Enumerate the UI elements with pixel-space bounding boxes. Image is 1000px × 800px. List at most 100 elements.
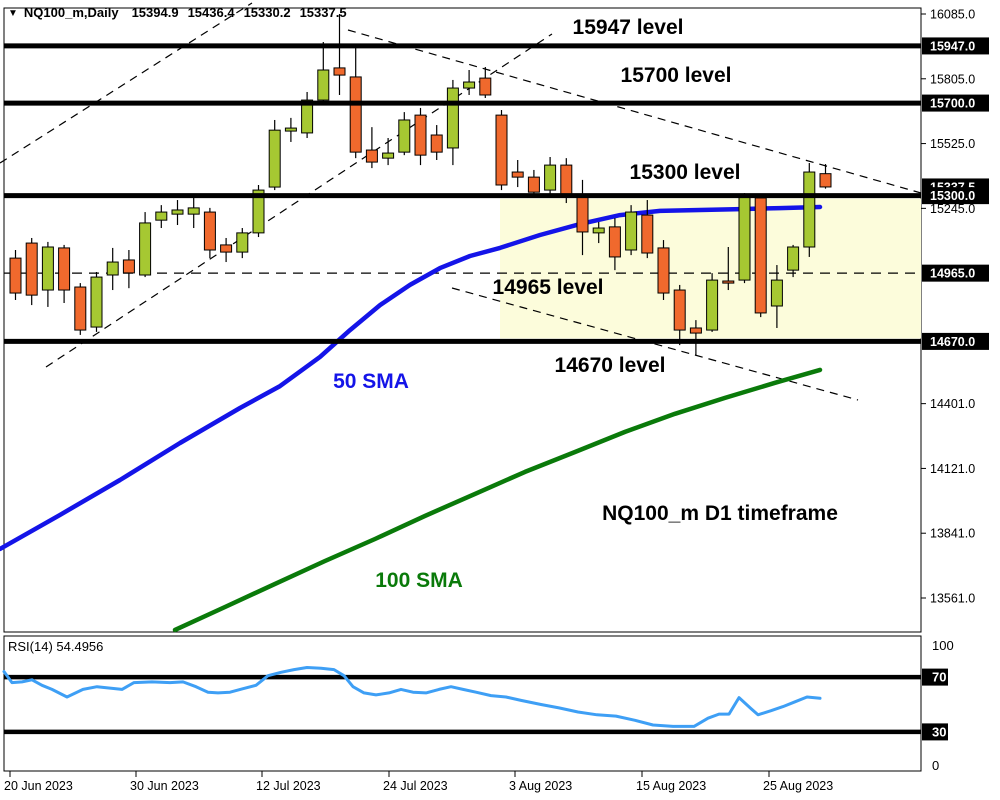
price-badge <box>922 264 989 282</box>
bullish-candle <box>268 129 281 188</box>
sma50-line <box>0 204 823 552</box>
bullish-candle <box>155 211 168 221</box>
rsi-axis-label: 100 <box>932 638 954 653</box>
price-badge <box>922 332 989 350</box>
bullish-candle <box>770 279 783 307</box>
date-axis-label: 25 Aug 2023 <box>763 779 833 793</box>
bullish-candle <box>706 279 719 331</box>
date-axis-label: 24 Jul 2023 <box>383 779 448 793</box>
price-axis-label: 15245.0 <box>930 202 975 216</box>
rsi-badge <box>922 723 948 741</box>
bullish-candle <box>738 196 751 281</box>
annotation-label: 14670 level <box>555 354 666 377</box>
sma100-line <box>172 367 823 633</box>
bearish-candle <box>365 149 378 163</box>
bullish-candle <box>236 232 249 253</box>
bullish-candle <box>301 99 314 134</box>
bullish-candle <box>317 69 330 101</box>
bullish-candle <box>90 276 103 328</box>
bullish-candle <box>171 209 184 215</box>
rsi-indicator-label: RSI(14) 54.4956 <box>8 639 104 654</box>
bullish-candle <box>803 171 816 248</box>
bearish-candle <box>511 171 524 178</box>
bullish-candle <box>544 164 557 191</box>
rsi-panel[interactable] <box>3 635 922 772</box>
bearish-candle <box>754 197 767 314</box>
annotation-label: 14965 level <box>493 276 604 299</box>
bearish-candle <box>689 327 702 334</box>
price-badge-label: 15300.0 <box>930 189 975 203</box>
bullish-candle <box>625 211 638 251</box>
annotation-label: 15300 level <box>630 161 741 184</box>
bullish-candle <box>187 207 200 215</box>
bearish-candle <box>333 67 346 76</box>
annotation-label: NQ100_m D1 timeframe <box>602 502 838 525</box>
bullish-candle <box>382 152 395 159</box>
rsi-badge-label: 30 <box>932 724 946 739</box>
bullish-candle <box>139 222 152 276</box>
bullish-candle <box>252 189 265 234</box>
annotation-label: 15700 level <box>621 64 732 87</box>
bearish-candle <box>608 226 621 258</box>
price-badge-label: 14965.0 <box>930 267 975 281</box>
bearish-candle <box>527 176 540 193</box>
annotation-label: 15947 level <box>573 16 684 39</box>
price-axis-label: 16085.0 <box>930 8 975 22</box>
bearish-candle <box>479 77 492 96</box>
dashed-trendline <box>451 287 859 401</box>
quote-low: 15330.2 <box>243 5 291 20</box>
quote-open: 15394.9 <box>131 5 179 20</box>
bullish-candle <box>787 246 800 271</box>
price-axis-label: 13841.0 <box>930 527 975 541</box>
bearish-candle <box>560 164 573 196</box>
rsi-line <box>2 666 822 728</box>
date-axis-label: 15 Aug 2023 <box>636 779 706 793</box>
bearish-candle <box>220 244 233 253</box>
date-axis-label: 3 Aug 2023 <box>509 779 572 793</box>
price-badge-label: 15700.0 <box>930 97 975 111</box>
price-axis-label: 14401.0 <box>930 397 975 411</box>
bearish-candle <box>349 76 362 153</box>
symbol-title: ▼ NQ100_m,Daily 15394.9 15436.4 15330.2 15337… <box>8 5 347 20</box>
bullish-candle <box>592 227 605 234</box>
rsi-axis-label: 0 <box>932 758 939 773</box>
bearish-candle <box>203 211 216 251</box>
bearish-candle <box>673 289 686 331</box>
bearish-candle <box>9 257 22 294</box>
bullish-candle <box>284 127 297 132</box>
dropdown-triangle-icon: ▼ <box>8 8 18 19</box>
bearish-candle <box>414 114 427 156</box>
price-badge <box>922 37 989 55</box>
price-badge-label: 15947.0 <box>930 39 975 53</box>
bearish-candle <box>641 214 654 254</box>
bullish-candle <box>106 261 119 276</box>
price-badge-label: 14670.0 <box>930 335 975 349</box>
price-badge <box>922 187 989 205</box>
bearish-candle <box>25 242 38 296</box>
date-axis-label: 20 Jun 2023 <box>4 779 73 793</box>
bullish-candle <box>41 246 54 291</box>
price-axis-label: 14121.0 <box>930 462 975 476</box>
quote-close: 15337.5 <box>299 5 347 20</box>
bearish-candle <box>819 173 832 188</box>
price-badge <box>922 94 989 112</box>
price-axis-label: 13561.0 <box>930 592 975 606</box>
bearish-candle <box>495 114 508 186</box>
bearish-candle <box>657 247 670 294</box>
annotation-label: 100 SMA <box>375 569 463 592</box>
rsi-badge <box>922 668 948 686</box>
bullish-candle <box>398 119 411 153</box>
bearish-candle <box>722 280 735 284</box>
quote-high: 15436.4 <box>187 5 235 20</box>
price-axis-label: 15805.0 <box>930 72 975 86</box>
bearish-candle <box>58 247 71 291</box>
dashed-trendline <box>45 33 553 368</box>
rsi-badge-label: 70 <box>932 670 946 685</box>
bullish-candle <box>446 87 459 149</box>
bearish-candle <box>430 134 443 153</box>
annotation-label: 50 SMA <box>333 370 409 393</box>
bullish-candle <box>463 81 476 89</box>
date-axis-label: 30 Jun 2023 <box>130 779 199 793</box>
